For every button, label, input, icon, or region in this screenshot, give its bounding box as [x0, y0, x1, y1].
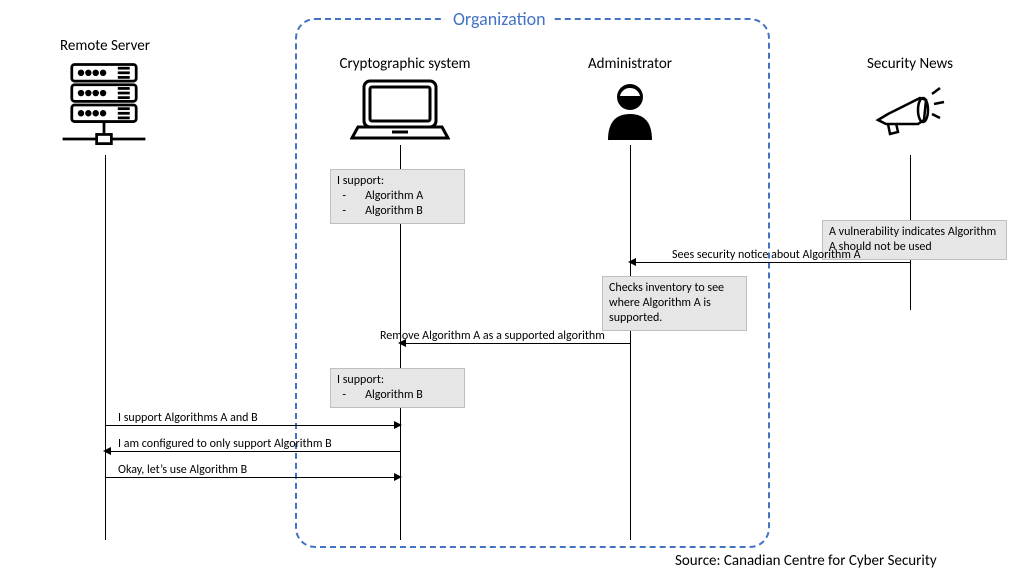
- lifeline-administrator: [630, 145, 631, 540]
- message-arrow: [105, 425, 396, 426]
- arrowhead-icon: [394, 473, 402, 481]
- actor-label-security-news: Security News: [855, 55, 965, 73]
- organization-title: Organization: [445, 8, 554, 30]
- note-line: I support:: [337, 373, 458, 388]
- note-line: A vulnerability indicates Algorithm: [829, 225, 1000, 240]
- note-line: I support:: [337, 174, 458, 189]
- person-icon: [602, 80, 658, 142]
- message-label: Okay, let’s use Algorithm B: [118, 463, 247, 477]
- message-arrow: [634, 262, 910, 263]
- server-icon: [58, 59, 150, 151]
- note-crypto-supports-b: I support: - Algorithm B: [330, 368, 465, 408]
- note-line: - Algorithm B: [337, 204, 458, 219]
- note-line: Checks inventory to see: [609, 281, 740, 296]
- actor-label-administrator: Administrator: [575, 55, 685, 73]
- message-label: I am configured to only support Algorith…: [118, 437, 332, 451]
- lifeline-remote-server: [105, 155, 106, 540]
- note-line: - Algorithm B: [337, 388, 458, 403]
- note-crypto-supports-a-b: I support: - Algorithm A - Algorithm B: [330, 169, 465, 224]
- message-label: Remove Algorithm A as a supported algori…: [380, 329, 605, 343]
- message-arrow: [404, 343, 630, 344]
- megaphone-icon: [870, 80, 950, 142]
- note-line: supported.: [609, 311, 740, 326]
- message-label: Sees security notice about Algorithm A: [672, 248, 861, 262]
- source-attribution: Source: Canadian Centre for Cyber Securi…: [675, 552, 937, 570]
- message-arrow: [105, 477, 396, 478]
- actor-label-remote-server: Remote Server: [40, 37, 170, 55]
- message-label: I support Algorithms A and B: [118, 411, 258, 425]
- note-checks-inventory: Checks inventory to see where Algorithm …: [602, 276, 747, 331]
- laptop-icon: [350, 78, 450, 144]
- note-line: where Algorithm A is: [609, 296, 740, 311]
- arrowhead-icon: [103, 447, 111, 455]
- actor-label-crypto-system: Cryptographic system: [320, 55, 490, 73]
- note-line: - Algorithm A: [337, 189, 458, 204]
- arrowhead-icon: [628, 258, 636, 266]
- arrowhead-icon: [394, 421, 402, 429]
- message-arrow: [109, 451, 400, 452]
